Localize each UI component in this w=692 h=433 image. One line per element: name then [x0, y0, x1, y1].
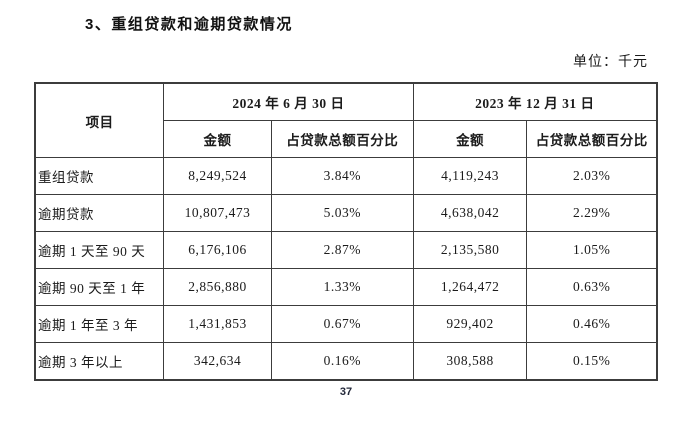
- header-row-periods: 项目 2024 年 6 月 30 日 2023 年 12 月 31 日: [34, 82, 658, 158]
- cell-value: 929,402: [412, 305, 528, 343]
- table-row: 逾期 1 年至 3 年 1,431,853 0.67% 929,402 0.46%: [34, 305, 658, 343]
- header-period-2024: 2024 年 6 月 30 日: [163, 82, 414, 121]
- loans-table: 项目 2024 年 6 月 30 日 2023 年 12 月 31 日 金额 占…: [34, 82, 658, 381]
- table-body: 重组贷款 8,249,524 3.84% 4,119,243 2.03% 逾期贷款 10,8…: [34, 157, 658, 381]
- header-percentage-2024: 占贷款总额百分比: [270, 120, 414, 158]
- cell-value: 2,856,880: [163, 268, 272, 306]
- header-percentage-2023: 占贷款总额百分比: [526, 120, 658, 158]
- cell-value: 8,249,524: [163, 157, 272, 195]
- cell-value: 5.03%: [270, 194, 414, 232]
- table-row: 逾期 1 天至 90 天 6,176,106 2.87% 2,135,580 1.05%: [34, 231, 658, 269]
- cell-value: 10,807,473: [163, 194, 272, 232]
- cell-value: 4,638,042: [412, 194, 528, 232]
- cell-value: 2,135,580: [412, 231, 528, 269]
- row-label: 逾期 1 天至 90 天: [34, 231, 165, 269]
- row-label: 逾期 3 年以上: [34, 342, 165, 381]
- cell-value: 0.63%: [526, 268, 658, 306]
- cell-value: 1.05%: [526, 231, 658, 269]
- header-item: 项目: [34, 82, 165, 158]
- page-number: 37: [339, 386, 353, 398]
- table-row: 重组贷款 8,249,524 3.84% 4,119,243 2.03%: [34, 157, 658, 195]
- header-amount-2024: 金额: [163, 120, 272, 158]
- table-row: 逾期贷款 10,807,473 5.03% 4,638,042 2.29%: [34, 194, 658, 232]
- cell-value: 0.15%: [526, 342, 658, 381]
- cell-value: 1.33%: [270, 268, 414, 306]
- row-label: 重组贷款: [34, 157, 165, 195]
- row-label: 逾期贷款: [34, 194, 165, 232]
- cell-value: 1,264,472: [412, 268, 528, 306]
- cell-value: 308,588: [412, 342, 528, 381]
- cell-value: 2.03%: [526, 157, 658, 195]
- table-row: 逾期 3 年以上 342,634 0.16% 308,588 0.15%: [34, 342, 658, 381]
- cell-value: 2.29%: [526, 194, 658, 232]
- cell-value: 342,634: [163, 342, 272, 381]
- section-title: 3、重组贷款和逾期贷款情况: [85, 16, 293, 33]
- cell-value: 0.67%: [270, 305, 414, 343]
- cell-value: 0.16%: [270, 342, 414, 381]
- cell-value: 2.87%: [270, 231, 414, 269]
- header-period-2023: 2023 年 12 月 31 日: [412, 82, 658, 121]
- row-label: 逾期 1 年至 3 年: [34, 305, 165, 343]
- cell-value: 0.46%: [526, 305, 658, 343]
- unit-label: 单位：千元: [573, 55, 648, 70]
- cell-value: 4,119,243: [412, 157, 528, 195]
- row-label: 逾期 90 天至 1 年: [34, 268, 165, 306]
- cell-value: 1,431,853: [163, 305, 272, 343]
- table-row: 逾期 90 天至 1 年 2,856,880 1.33% 1,264,472 0.63%: [34, 268, 658, 306]
- table-header: 项目 2024 年 6 月 30 日 2023 年 12 月 31 日 金额 占…: [34, 82, 658, 158]
- cell-value: 3.84%: [270, 157, 414, 195]
- header-row-subcolumns: 金额 占贷款总额百分比 金额 占贷款总额百分比: [35, 120, 658, 158]
- header-amount-2023: 金额: [412, 120, 528, 158]
- cell-value: 6,176,106: [163, 231, 272, 269]
